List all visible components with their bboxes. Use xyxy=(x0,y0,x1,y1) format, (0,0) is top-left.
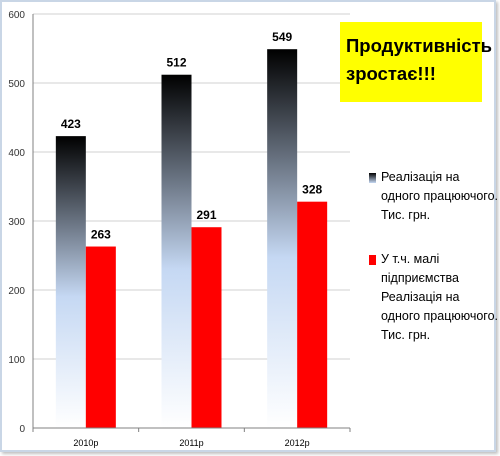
bar-series-2 xyxy=(297,201,328,428)
legend-swatch-series-2 xyxy=(369,255,376,265)
legend-swatch-series-1 xyxy=(369,173,376,183)
bar-series-1 xyxy=(161,74,192,428)
data-label-series-2: 263 xyxy=(91,228,111,242)
bar-series-2 xyxy=(85,246,116,428)
y-tick-label: 400 xyxy=(8,148,25,159)
data-label-series-1: 512 xyxy=(166,56,186,70)
y-tick-label: 200 xyxy=(8,286,25,297)
callout-text: Продуктивність зростає!!! xyxy=(346,35,493,84)
data-label-series-1: 423 xyxy=(61,117,81,131)
y-tick-label: 500 xyxy=(8,79,25,90)
bar-series-2 xyxy=(191,227,222,428)
data-label-series-1: 549 xyxy=(272,30,292,44)
legend-label-series-2: У т.ч. малі підприємства Реалізація на о… xyxy=(381,252,499,342)
data-label-series-2: 291 xyxy=(196,208,216,222)
x-tick-label: 2012р xyxy=(285,438,310,448)
y-tick-label: 300 xyxy=(8,217,25,228)
x-tick-label: 2010р xyxy=(73,438,98,448)
y-tick-label: 100 xyxy=(8,355,25,366)
y-tick-label: 0 xyxy=(19,424,25,435)
data-label-series-2: 328 xyxy=(302,183,322,197)
bar-series-1 xyxy=(267,49,298,428)
x-tick-label: 2011р xyxy=(179,438,203,448)
bar-series-1 xyxy=(55,136,86,428)
legend-label-series-1: Реалізація на одного працюючого. Тис. гр… xyxy=(381,170,499,222)
y-tick-label: 600 xyxy=(8,10,25,21)
callout-box: Продуктивність зростає!!! xyxy=(340,22,492,102)
